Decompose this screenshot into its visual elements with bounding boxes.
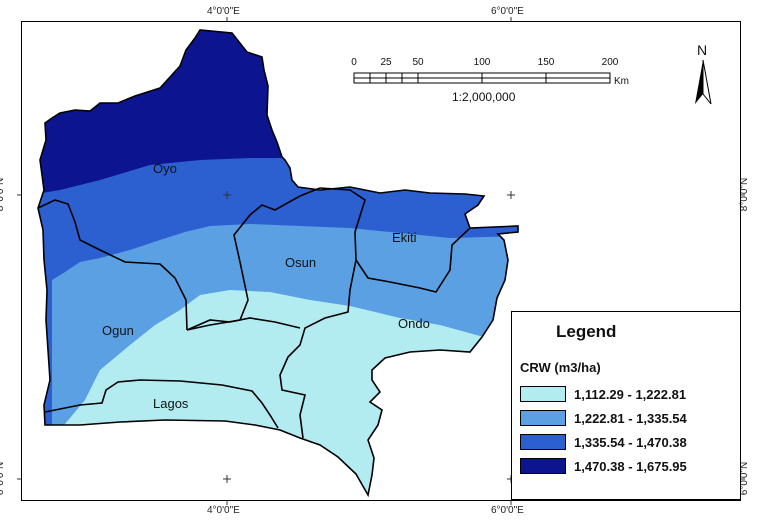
scale-tick-label: 25 bbox=[380, 57, 392, 68]
graticule-mark-sw bbox=[223, 475, 231, 483]
lon-label-top-right: 6°0'0"E bbox=[491, 6, 524, 17]
legend-item-label: 1,222.81 - 1,335.54 bbox=[574, 410, 687, 426]
boundary-osun-ekiti bbox=[319, 187, 471, 293]
legend-item: 1,222.81 - 1,335.54 bbox=[520, 408, 687, 428]
legend-subtitle: CRW (m3/ha) bbox=[520, 360, 601, 375]
scale-tick-label: 100 bbox=[473, 57, 491, 68]
map-frame bbox=[21, 21, 741, 501]
legend-swatch bbox=[520, 458, 566, 474]
scale-tick-label: 0 bbox=[351, 57, 357, 68]
legend-item: 1,335.54 - 1,470.38 bbox=[520, 432, 687, 452]
legend-box: Legend CRW (m3/ha) 1,112.29 - 1,222.81 1… bbox=[511, 311, 741, 500]
north-arrow: N bbox=[688, 42, 718, 108]
boundary-oyo-ogun bbox=[37, 199, 188, 331]
state-label-oyo: Oyo bbox=[153, 161, 177, 176]
state-label-lagos: Lagos bbox=[153, 396, 189, 411]
north-label: N bbox=[697, 42, 708, 58]
scale-bar-graphic bbox=[353, 72, 611, 84]
legend-swatch bbox=[520, 386, 566, 402]
lon-label-top-left: 4°0'0"E bbox=[207, 6, 240, 17]
scale-unit: Km bbox=[614, 76, 629, 87]
legend-item: 1,112.29 - 1,222.81 bbox=[520, 384, 686, 404]
state-boundaries bbox=[37, 187, 471, 439]
scale-bar: 0 25 50 100 150 200 Km 1:2,000,000 bbox=[351, 57, 637, 105]
lon-label-bottom-right: 6°0'0"E bbox=[491, 505, 524, 516]
state-label-ondo: Ondo bbox=[398, 316, 430, 331]
legend-item-label: 1,470.38 - 1,675.95 bbox=[574, 458, 687, 474]
boundary-osun-ondo bbox=[279, 259, 357, 439]
legend-swatch bbox=[520, 410, 566, 426]
legend-title: Legend bbox=[556, 322, 617, 341]
legend-item-label: 1,335.54 - 1,470.38 bbox=[574, 434, 687, 450]
boundary-lagos bbox=[44, 379, 279, 429]
boundary-ogun-osun bbox=[186, 317, 301, 331]
state-label-osun: Osun bbox=[285, 255, 317, 270]
scale-tick-label: 200 bbox=[601, 57, 619, 68]
scale-tick-label: 50 bbox=[412, 57, 424, 68]
graticule-mark-ne bbox=[507, 191, 515, 199]
legend-item: 1,470.38 - 1,675.95 bbox=[520, 456, 687, 476]
legend-item-label: 1,112.29 - 1,222.81 bbox=[574, 386, 687, 402]
north-arrow-icon bbox=[695, 59, 712, 105]
scale-tick-label: 150 bbox=[537, 57, 555, 68]
state-label-ekiti: Ekiti bbox=[392, 230, 417, 245]
lon-label-bottom-left: 4°0'0"E bbox=[207, 505, 240, 516]
graticule-mark-nw bbox=[223, 191, 231, 199]
legend-swatch bbox=[520, 434, 566, 450]
state-label-ogun: Ogun bbox=[102, 323, 134, 338]
scale-ratio: 1:2,000,000 bbox=[452, 90, 516, 104]
